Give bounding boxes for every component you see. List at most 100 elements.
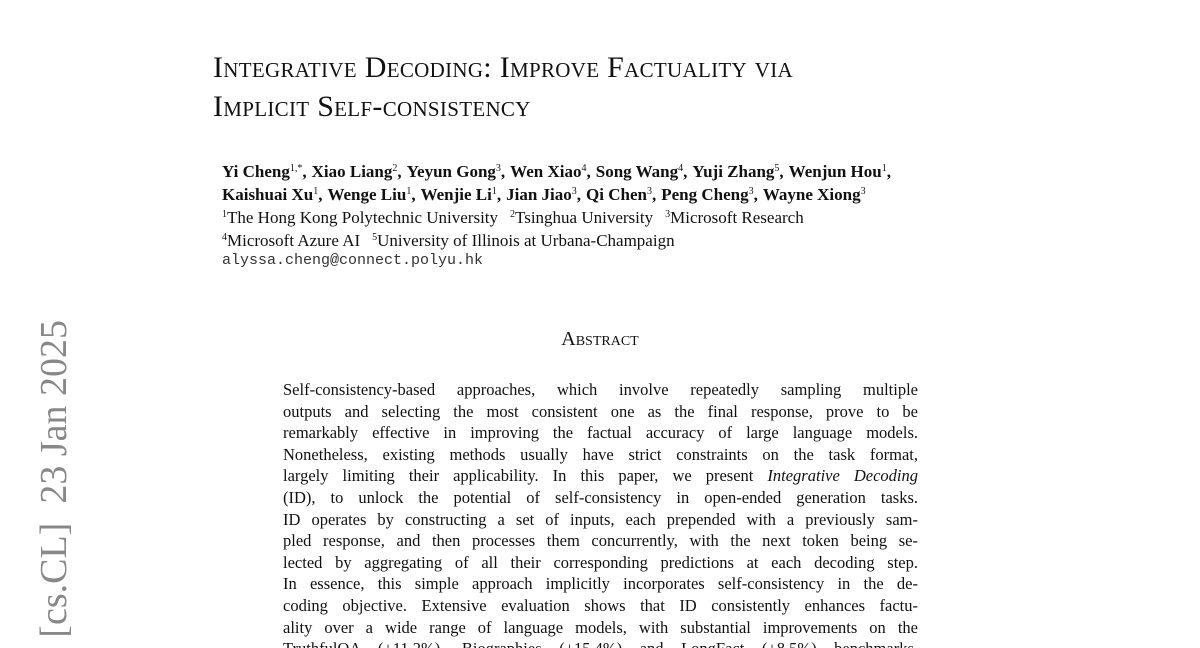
affiliation-mark: 5 bbox=[372, 232, 378, 243]
separator: , bbox=[302, 162, 307, 181]
author-affil-mark: 5 bbox=[774, 163, 780, 174]
abstract-line: In essence, this simple approach implici… bbox=[283, 573, 918, 595]
text: TruthfulQA (+11.2%), Biographies (+15.4%… bbox=[283, 639, 918, 648]
authors: Yi Cheng1,*, Xiao Liang2, Yeyun Gong3, Wen … bbox=[222, 160, 896, 206]
text: ality over a wide range of language mode… bbox=[283, 617, 918, 637]
abstract-line: TruthfulQA (+11.2%), Biographies (+15.4%… bbox=[283, 638, 918, 648]
separator: , bbox=[318, 185, 323, 204]
affiliation-name: Tsinghua University bbox=[515, 208, 654, 227]
text: pled response, and then processes them c… bbox=[283, 531, 918, 551]
author-affil-mark: 3 bbox=[646, 186, 652, 197]
email: alyssa.cheng@connect.polyu.hk bbox=[222, 252, 484, 269]
author-name: Xiao Liang bbox=[311, 162, 393, 181]
author: Yi Cheng1,*, bbox=[222, 162, 307, 181]
title-line: Integrative Decoding: Improve Factuality… bbox=[213, 51, 793, 84]
affiliation: 1The Hong Kong Polytechnic University bbox=[222, 208, 498, 227]
author: Yuji Zhang5, bbox=[692, 162, 783, 181]
author-affil-mark: 1 bbox=[406, 186, 412, 197]
author: Wenjun Hou1, bbox=[789, 162, 891, 181]
separator: , bbox=[886, 162, 891, 181]
affiliation-name: University of Illinois at Urbana-Champai… bbox=[377, 231, 675, 250]
affiliation-line: 4Microsoft Azure AI 5University of Illino… bbox=[222, 229, 816, 252]
arxiv-sidebar: [cs.CL] 23 Jan 2025 bbox=[33, 320, 75, 638]
affiliations: 1The Hong Kong Polytechnic University 2Ts… bbox=[222, 206, 816, 252]
author-name: Wenjun Hou bbox=[788, 162, 882, 181]
text: outputs and selecting the most consisten… bbox=[283, 401, 918, 421]
author-affil-mark: 4 bbox=[581, 163, 587, 174]
author: Qi Chen3, bbox=[586, 185, 656, 204]
author: Song Wang4, bbox=[596, 162, 688, 181]
separator: , bbox=[586, 162, 591, 181]
text: coding objective. Extensive evaluation s… bbox=[283, 595, 918, 615]
author-name: Wenjie Li bbox=[420, 185, 492, 204]
affiliation-name: Microsoft Research bbox=[670, 208, 804, 227]
abstract-line: Nonetheless, existing methods usually ha… bbox=[283, 444, 918, 466]
author-line: Kaishuai Xu1, Wenge Liu1, Wenjie Li1, Jian … bbox=[222, 183, 896, 206]
author-name: Song Wang bbox=[595, 162, 679, 181]
text: (ID), to unlock the potential of self-co… bbox=[283, 487, 918, 507]
abstract-line: pled response, and then processes them c… bbox=[283, 530, 918, 552]
separator: , bbox=[683, 162, 688, 181]
author-affil-mark: 3 bbox=[860, 186, 866, 197]
emphasis: Integrative Decoding bbox=[767, 466, 918, 486]
author-name: Wen Xiao bbox=[510, 162, 582, 181]
separator: , bbox=[397, 162, 402, 181]
text: remarkably effective in improving the fa… bbox=[283, 423, 918, 443]
affiliation-mark: 2 bbox=[510, 209, 516, 220]
separator: , bbox=[500, 162, 506, 181]
author-affil-mark: 4 bbox=[678, 163, 684, 174]
abstract-line: ality over a wide range of language mode… bbox=[283, 617, 918, 639]
author-affil-mark: 1 bbox=[491, 186, 497, 197]
author: Xiao Liang2, bbox=[312, 162, 402, 181]
abstract-line: coding objective. Extensive evaluation s… bbox=[283, 595, 918, 617]
affiliation: 3Microsoft Research bbox=[665, 208, 804, 227]
abstract-line: largely limiting their applicability. In… bbox=[283, 465, 918, 487]
author-affil-mark: 3 bbox=[748, 186, 754, 197]
abstract: Self-consistency-based approaches, which… bbox=[283, 379, 918, 648]
author: Yeyun Gong3, bbox=[407, 162, 506, 181]
separator: , bbox=[779, 162, 784, 181]
affiliation: 2Tsinghua University bbox=[510, 208, 653, 227]
abstract-line: (ID), to unlock the potential of self-co… bbox=[283, 487, 918, 509]
author: Jian Jiao3, bbox=[506, 185, 581, 204]
author-name: Yuji Zhang bbox=[692, 162, 775, 181]
author: Kaishuai Xu1, bbox=[222, 185, 322, 204]
text: Nonetheless, existing methods usually ha… bbox=[283, 444, 918, 464]
author: Wenjie Li1, bbox=[421, 185, 502, 204]
text: lected by aggregating of all their corre… bbox=[283, 552, 918, 572]
arxiv-id: [cs.CL] 23 Jan 2025 bbox=[33, 320, 75, 638]
author-affil-mark: 2 bbox=[392, 163, 398, 174]
affiliation-line: 1The Hong Kong Polytechnic University 2Ts… bbox=[222, 206, 816, 229]
author-name: Qi Chen bbox=[586, 185, 647, 204]
author-affil-mark: 1,* bbox=[289, 163, 303, 174]
author: Peng Cheng3, bbox=[661, 185, 758, 204]
abstract-line: Self-consistency-based approaches, which… bbox=[283, 379, 918, 401]
text: In essence, this simple approach implici… bbox=[283, 574, 918, 594]
affiliation-name: The Hong Kong Polytechnic University bbox=[227, 208, 499, 227]
affiliation-mark: 4 bbox=[222, 232, 227, 243]
author-name: Yi Cheng bbox=[222, 162, 290, 181]
separator: , bbox=[753, 185, 758, 204]
author-line: Yi Cheng1,*, Xiao Liang2, Yeyun Gong3, Wen … bbox=[222, 160, 896, 183]
affiliation-mark: 1 bbox=[222, 209, 227, 220]
text: ID operates by constructing a set of inp… bbox=[283, 509, 918, 529]
abstract-heading: Abstract bbox=[561, 328, 639, 350]
author: Wenge Liu1, bbox=[327, 185, 415, 204]
separator: , bbox=[411, 185, 416, 204]
abstract-line: remarkably effective in improving the fa… bbox=[283, 422, 918, 444]
affiliation: 4Microsoft Azure AI bbox=[222, 231, 360, 250]
abstract-line: lected by aggregating of all their corre… bbox=[283, 552, 918, 574]
text: largely limiting their applicability. In… bbox=[283, 466, 768, 486]
author-name: Wayne Xiong bbox=[762, 185, 861, 204]
separator: , bbox=[496, 185, 502, 204]
abstract-line: ID operates by constructing a set of inp… bbox=[283, 509, 918, 531]
author-name: Peng Cheng bbox=[661, 185, 749, 204]
author-affil-mark: 1 bbox=[881, 163, 887, 174]
author-affil-mark: 3 bbox=[571, 186, 577, 197]
title: Integrative Decoding: Improve Factuality… bbox=[213, 48, 793, 126]
separator: , bbox=[576, 185, 582, 204]
author-name: Yeyun Gong bbox=[406, 162, 496, 181]
author-name: Jian Jiao bbox=[506, 185, 572, 204]
text: Self-consistency-based approaches, which… bbox=[283, 380, 918, 399]
